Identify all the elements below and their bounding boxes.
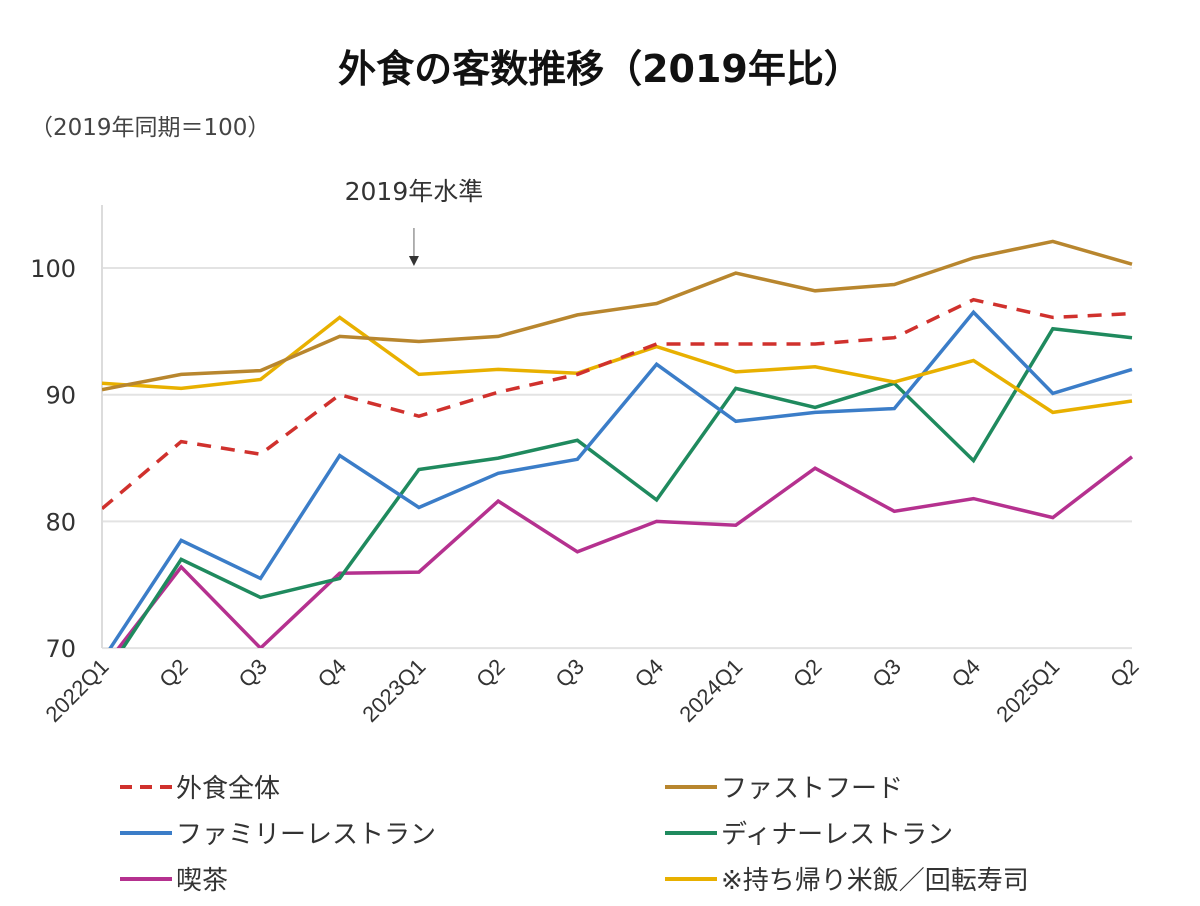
series-line-4 (116, 455, 1134, 648)
y-tick-label: 70 (45, 635, 76, 663)
y-tick-label: 100 (30, 255, 76, 283)
series-line-3 (120, 326, 1133, 648)
y-axis-unit-label: （2019年同期＝100） (30, 115, 271, 141)
x-tick-label: 2024Q1 (674, 654, 747, 727)
x-tick-label: 2023Q1 (357, 654, 430, 727)
x-tick-label: Q4 (630, 654, 668, 692)
legend: 外食全体 ファストフードファミリーレストラン ディナーレストラン喫茶 ※持ち帰り米飯／… (120, 768, 1120, 898)
x-tick-label: Q4 (947, 654, 985, 692)
annotation-label: 2019年水準 (345, 177, 484, 206)
legend-label: 喫茶 (176, 866, 229, 896)
legend-item: ディナーレストラン (665, 814, 953, 851)
legend-item: ファミリーレストラン (120, 814, 436, 851)
legend-label: ※持ち帰り米飯／回転寿司 (721, 866, 1029, 896)
legend-item: 喫茶 (120, 860, 228, 897)
x-tick-label: 2022Q1 (40, 654, 113, 727)
x-tick-label: Q2 (471, 654, 509, 692)
x-tick-label: Q2 (788, 654, 826, 692)
series-lines (102, 239, 1134, 648)
legend-swatch (120, 784, 172, 789)
legend-swatch (665, 784, 717, 789)
legend-swatch (120, 830, 172, 835)
arrow-down-icon (408, 256, 419, 266)
series-line-5 (102, 315, 1133, 415)
x-tick-labels: 2022Q1 Q2 Q3 Q4 2023Q1 Q2 Q3 Q4 2024Q1 Q2 Q3 Q4 2025… (40, 654, 1143, 727)
y-tick-label: 80 (45, 508, 76, 536)
legend-label: ファミリーレストラン (176, 820, 437, 850)
legend-item: ファストフード (665, 768, 903, 805)
legend-label: 外食全体 (176, 774, 281, 804)
legend-swatch (665, 876, 717, 881)
x-tick-label: Q3 (234, 654, 272, 692)
x-tick-label: Q2 (1105, 654, 1143, 692)
legend-label: ファストフード (721, 774, 904, 804)
annotation: 2019年水準 (345, 177, 484, 266)
series-line-0 (102, 297, 1133, 511)
y-tick-label: 90 (45, 382, 76, 410)
x-tick-label: Q4 (313, 654, 351, 692)
legend-swatch (665, 830, 717, 835)
legend-swatch (120, 876, 172, 881)
series-line-2 (108, 309, 1133, 648)
series-line-1 (102, 239, 1133, 392)
legend-item: 外食全体 (120, 768, 280, 805)
x-tick-label: Q2 (154, 654, 192, 692)
legend-item: ※持ち帰り米飯／回転寿司 (665, 860, 1029, 897)
chart-title: 外食の客数推移（2019年比） (338, 47, 862, 91)
x-tick-label: Q3 (867, 654, 905, 692)
x-tick-label: Q3 (550, 654, 588, 692)
legend-label: ディナーレストラン (721, 820, 954, 850)
y-tick-labels: 70 80 90 100 (30, 255, 76, 663)
x-tick-label: 2025Q1 (991, 654, 1064, 727)
gridlines (102, 267, 1132, 650)
